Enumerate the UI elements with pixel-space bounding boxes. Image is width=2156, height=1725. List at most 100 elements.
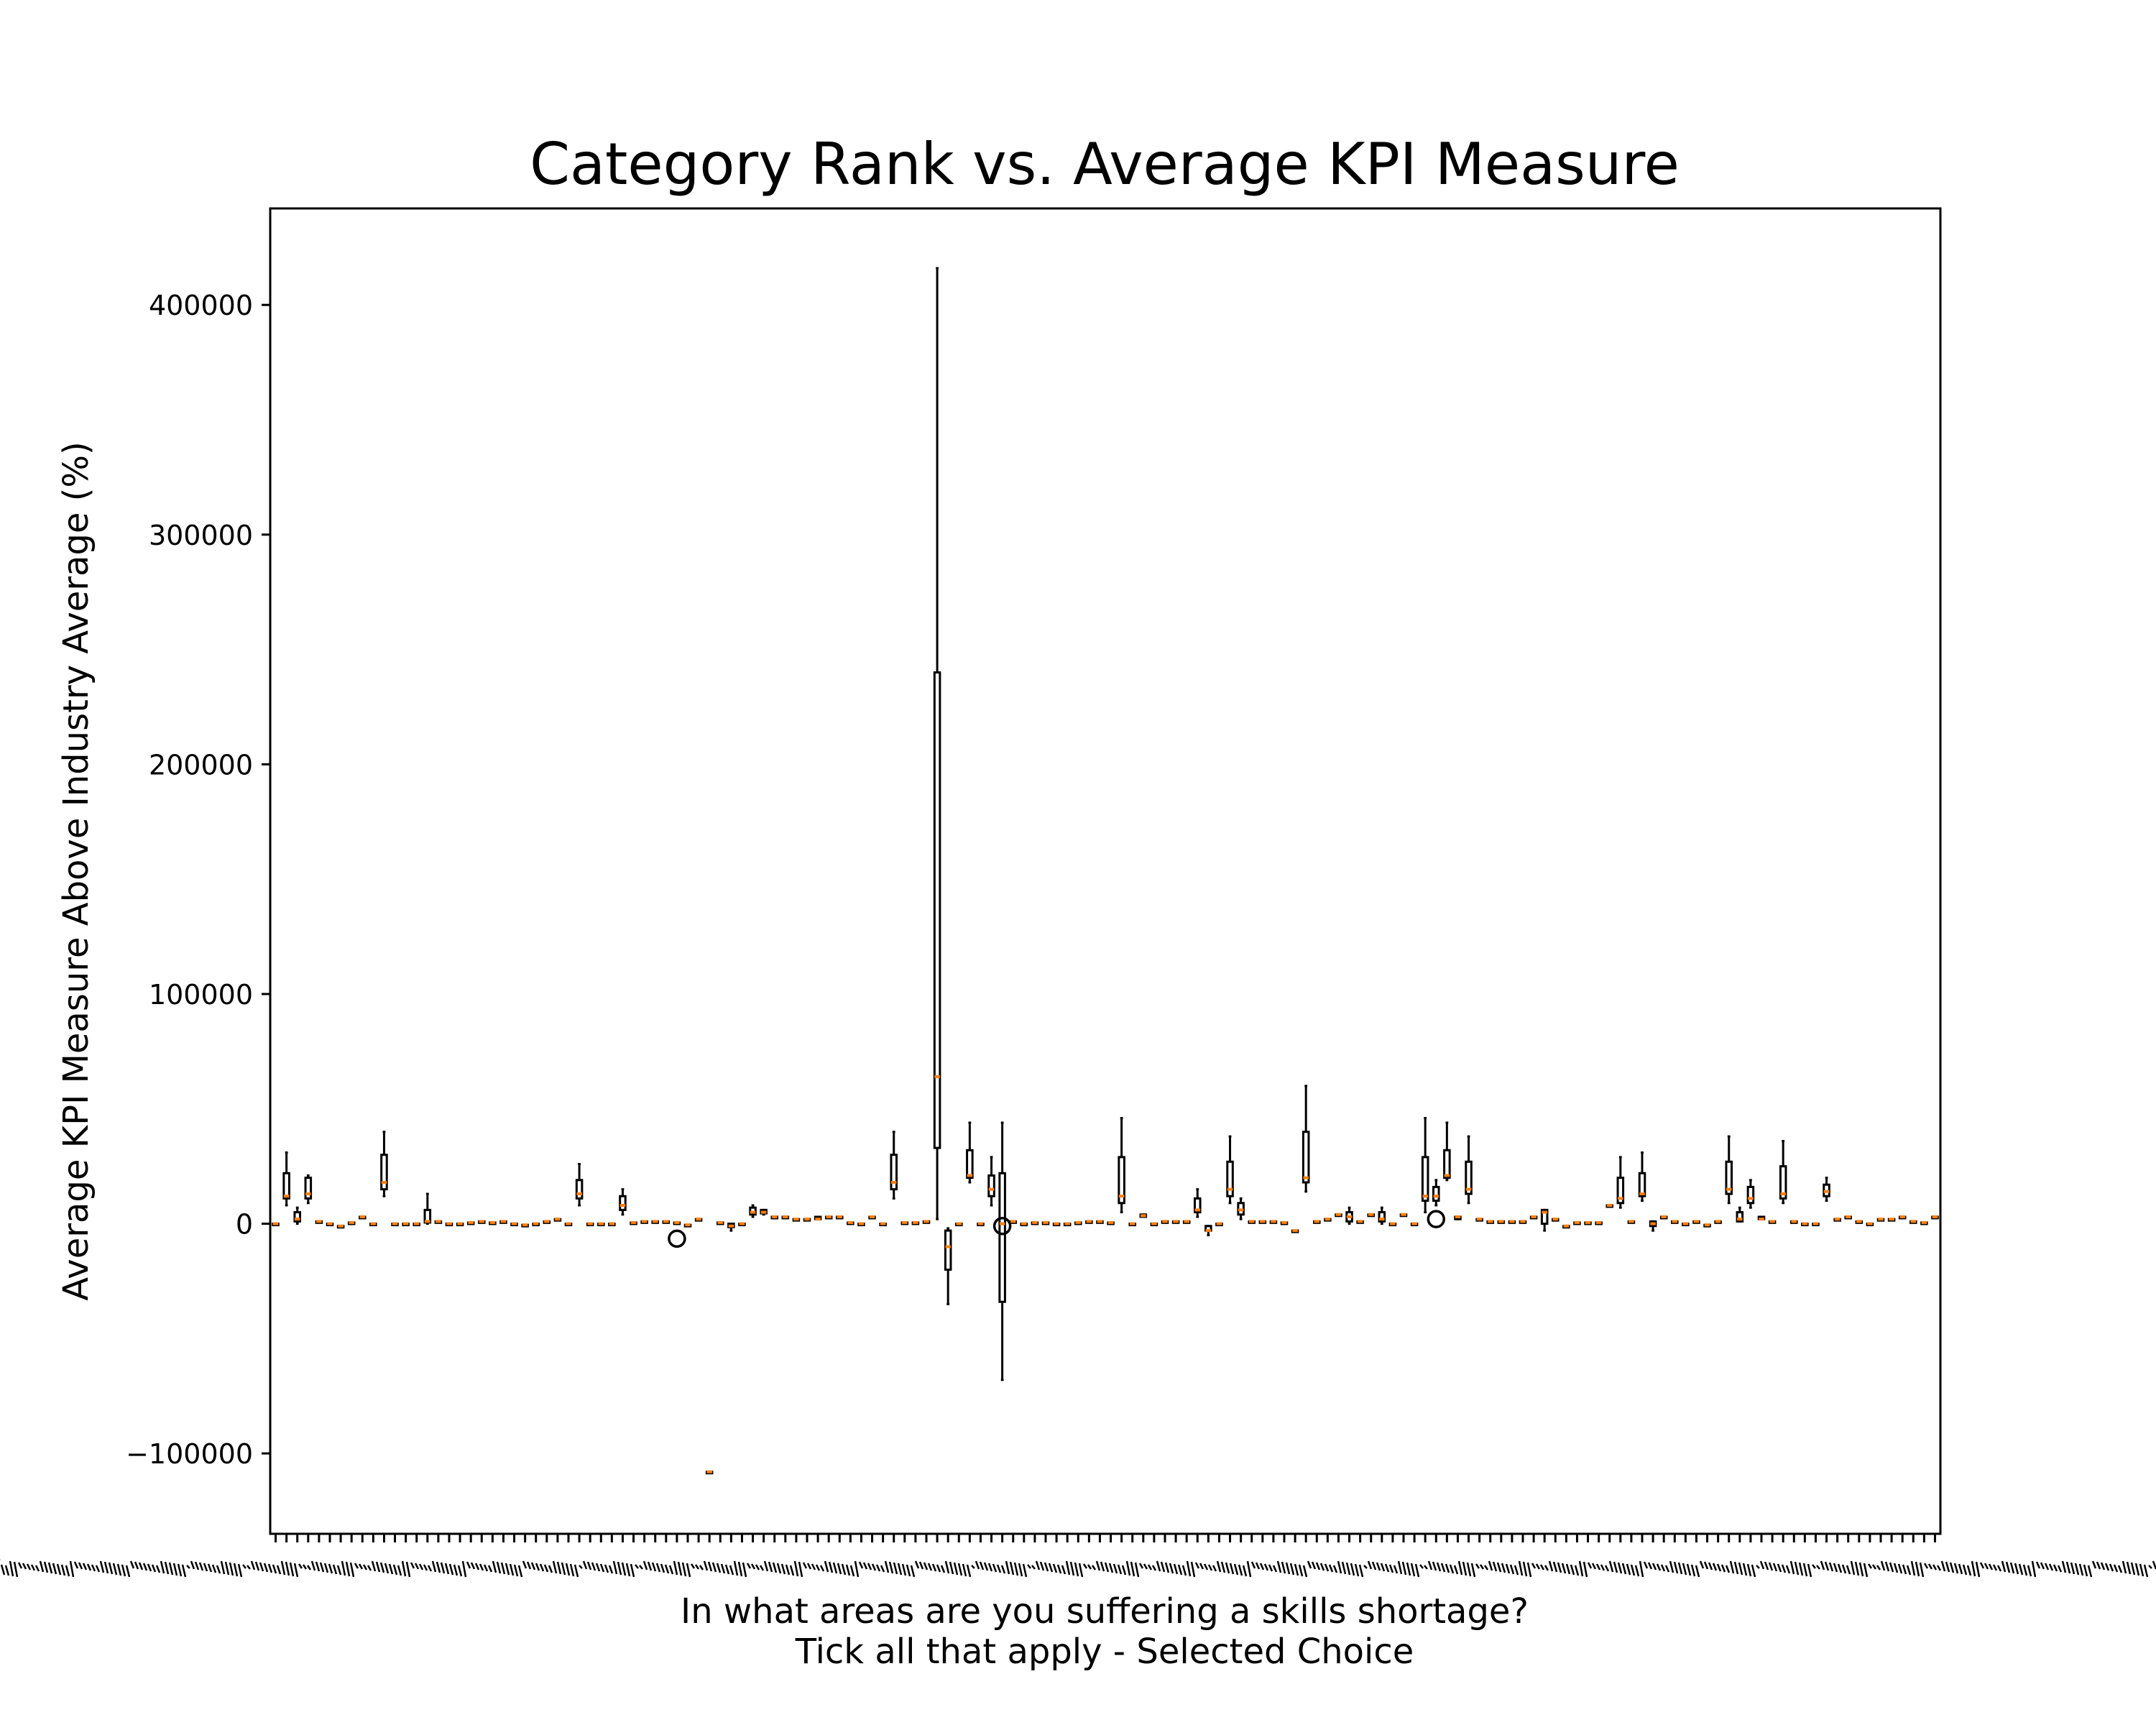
box-122 (1595, 1220, 1603, 1225)
x-tick-label-glyph (1255, 1562, 1261, 1570)
box-145 (1844, 1215, 1853, 1220)
box-97 (1324, 1218, 1332, 1222)
x-tick-label-glyph (500, 1562, 506, 1575)
x-tick-label-glyph (1729, 1560, 1735, 1574)
x-tick-label-glyph (401, 1560, 407, 1577)
x-tick-label-glyph (1639, 1560, 1644, 1578)
x-tick-label-glyph (216, 1565, 221, 1574)
x-tick-label-glyph (1393, 1565, 1399, 1574)
x-tick-label-glyph (798, 1561, 803, 1578)
box-64 (966, 1121, 974, 1184)
x-tick-label-glyph (362, 1564, 368, 1570)
x-tick-label-glyph (1531, 1563, 1537, 1569)
x-tick-label-glyph (1647, 1562, 1653, 1570)
x-tick-label-glyph (26, 1563, 32, 1570)
x-tick-label-glyph (802, 1562, 808, 1569)
x-tick-label-glyph (1561, 1563, 1567, 1574)
x-tick-label-glyph (858, 1561, 864, 1569)
x-tick-label-glyph (1677, 1562, 1683, 1575)
x-tick-label-glyph (1419, 1564, 1424, 1569)
x-tick-label-glyph (1449, 1564, 1455, 1574)
x-tick-label-glyph (129, 1560, 135, 1569)
y-tick-label: 100000 (149, 979, 253, 1011)
x-tick-label-glyph (177, 1563, 183, 1577)
x-tick-label-glyph (444, 1563, 450, 1575)
x-tick-label-glyph (1565, 1563, 1571, 1575)
x-tick-label-glyph (1285, 1562, 1291, 1575)
x-tick-label-glyph (2139, 1563, 2145, 1577)
x-tick-label-glyph (1350, 1563, 1355, 1576)
x-tick-label-glyph (1363, 1565, 1368, 1569)
x-tick-label-glyph (517, 1565, 523, 1578)
x-tick-label-glyph (530, 1562, 536, 1570)
x-tick-label-glyph (1358, 1564, 1364, 1578)
iqr-box (944, 1229, 952, 1271)
iqr-box (1443, 1149, 1451, 1179)
box-119 (1562, 1224, 1570, 1229)
plot-area (269, 207, 1942, 1535)
box-0 (272, 1222, 280, 1227)
iqr-box (575, 1179, 584, 1200)
x-tick-label-glyph (233, 1563, 239, 1577)
x-tick-label-glyph (1268, 1564, 1273, 1572)
x-tick-label-glyph (1820, 1560, 1825, 1570)
box-55 (868, 1215, 876, 1220)
box-28 (575, 1162, 584, 1207)
x-tick-label-glyph (875, 1564, 881, 1572)
x-tick-label-glyph (160, 1560, 165, 1574)
x-tick-label-glyph (1574, 1565, 1580, 1576)
x-tick-label-glyph (1923, 1563, 1929, 1569)
x-tick-label-glyph (259, 1562, 264, 1572)
box-85 (1194, 1188, 1202, 1218)
x-tick-label-glyph (1470, 1563, 1476, 1578)
x-tick-label-glyph (539, 1563, 545, 1572)
box-13 (413, 1222, 420, 1227)
box-124 (1616, 1156, 1625, 1209)
x-tick-label-glyph (1514, 1565, 1519, 1576)
x-tick-label-glyph (17, 1562, 23, 1569)
x-tick-label-glyph (971, 1565, 975, 1569)
x-tick-label-glyph (1863, 1563, 1869, 1578)
iqr-box (998, 1172, 1006, 1303)
x-tick-label-glyph (1078, 1563, 1084, 1578)
x-tick-label-glyph (1940, 1560, 1946, 1572)
x-tick-label-glyph (2074, 1563, 2080, 1576)
x-tick-label-glyph (151, 1564, 157, 1573)
x-tick-label-glyph (1307, 1560, 1312, 1569)
x-axis-label-line-2: Tick all that apply - Selected Choice (795, 1632, 1414, 1672)
x-tick-label-glyph (2040, 1562, 2045, 1570)
x-tick-label-glyph (845, 1564, 851, 1576)
x-tick-label-glyph (1048, 1563, 1054, 1573)
x-tick-label-glyph (1009, 1561, 1015, 1576)
x-tick-label-glyph (750, 1563, 756, 1570)
x-tick-label-glyph (1971, 1560, 1976, 1577)
box-131 (1692, 1220, 1700, 1224)
iqr-box (293, 1211, 302, 1223)
x-tick-label-glyph (1492, 1561, 1498, 1572)
x-tick-label-glyph (621, 1562, 627, 1576)
x-tick-label-glyph (867, 1563, 872, 1570)
box-143 (1823, 1177, 1830, 1202)
box-35 (651, 1220, 659, 1224)
x-tick-label-glyph (2027, 1565, 2032, 1577)
x-tick-label-glyph (819, 1565, 825, 1572)
x-tick-label-glyph (349, 1562, 355, 1578)
box-129 (1671, 1220, 1679, 1224)
x-tick-label-glyph (2117, 1565, 2123, 1573)
x-tick-label-glyph (1130, 1561, 1135, 1577)
x-tick-label-glyph (30, 1564, 36, 1571)
x-tick-label-glyph (1552, 1561, 1558, 1573)
x-tick-label-glyph (927, 1563, 933, 1571)
x-tick-label-glyph (1414, 1563, 1420, 1578)
iqr-box (1421, 1156, 1429, 1202)
x-tick-label-glyph (664, 1564, 670, 1574)
x-tick-label-glyph (966, 1564, 972, 1578)
x-tick-label-glyph (699, 1565, 704, 1570)
x-tick-label-glyph (690, 1563, 696, 1569)
x-tick-label-glyph (332, 1564, 338, 1575)
box-150 (1898, 1215, 1907, 1220)
box-139 (1779, 1140, 1787, 1205)
x-tick-label-glyph (1337, 1560, 1342, 1574)
box-80 (1139, 1213, 1148, 1218)
x-tick-label-glyph (1902, 1564, 1907, 1575)
